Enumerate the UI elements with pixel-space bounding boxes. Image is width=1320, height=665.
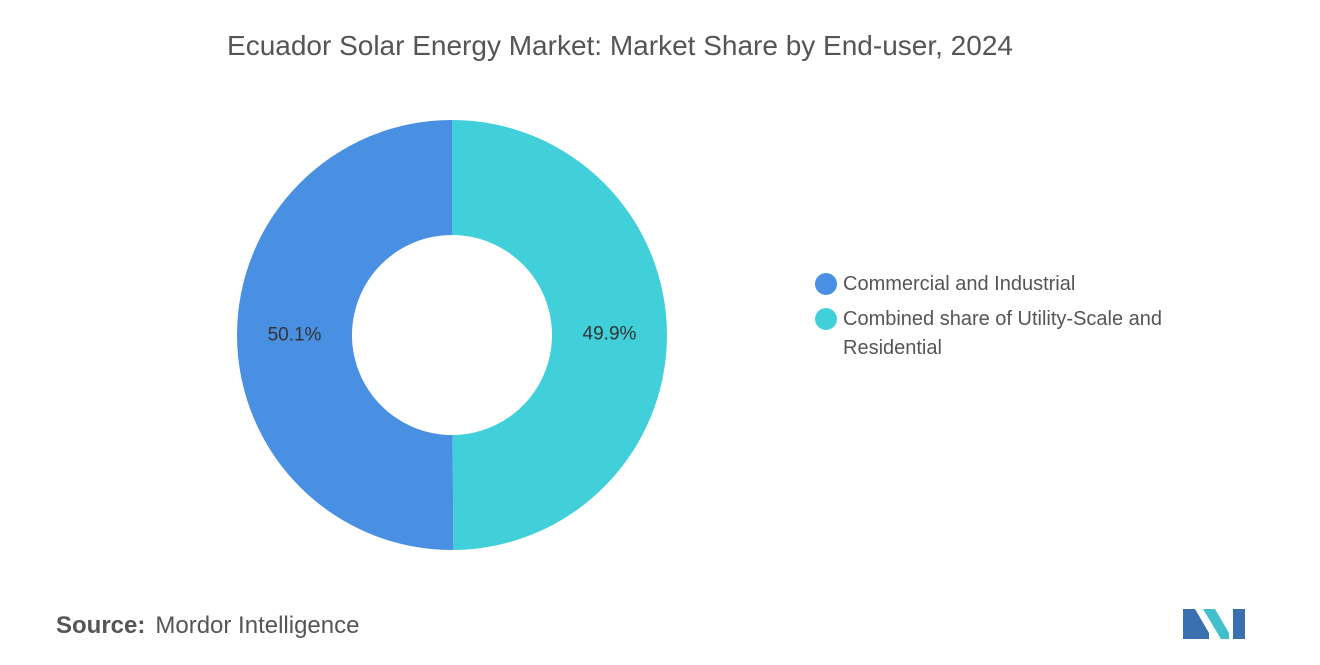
value-label: 50.1%	[268, 325, 322, 346]
legend-item: Commercial and Industrial	[815, 270, 1215, 299]
donut-slice	[236, 120, 454, 551]
source-name: Mordor Intelligence	[155, 612, 360, 639]
value-label: 49.9%	[583, 324, 637, 345]
legend: Commercial and Industrial Combined share …	[815, 270, 1215, 369]
legend-swatch	[815, 308, 837, 330]
source-label: Source:	[56, 612, 146, 639]
logo	[1183, 609, 1245, 639]
legend-label: Commercial and Industrial	[843, 273, 1076, 295]
legend-label: Combined share of Utility-Scale and Resi…	[843, 308, 1163, 359]
donut-slice	[452, 120, 667, 550]
chart-title: Ecuador Solar Energy Market: Market Shar…	[227, 30, 1013, 61]
legend-item: Combined share of Utility-Scale and Resi…	[815, 305, 1215, 363]
legend-swatch	[815, 273, 837, 295]
source: Source: Mordor Intelligence	[56, 612, 359, 640]
